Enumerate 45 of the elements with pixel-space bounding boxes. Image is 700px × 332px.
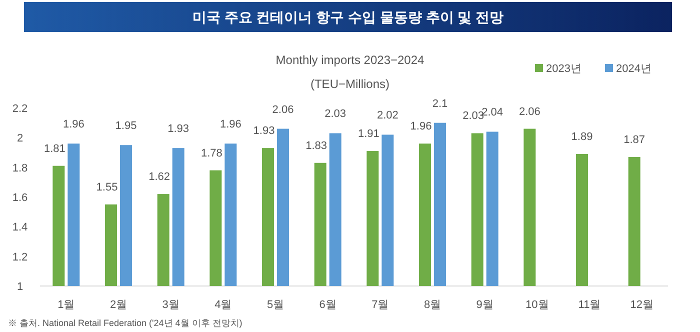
data-label: 1.83	[306, 140, 328, 152]
data-label: 2.02	[376, 110, 398, 122]
y-tick-label: 1.6	[12, 192, 28, 204]
chart-title: 미국 주요 컨테이너 항구 수입 물동량 추이 및 전망	[192, 9, 504, 25]
data-label: 2.1	[432, 98, 448, 110]
data-label: 1.78	[200, 147, 222, 160]
legend-label: 2023년	[546, 63, 582, 75]
y-axis-title: (TEU−Millions)	[310, 77, 390, 91]
data-label: 1.91	[358, 128, 380, 140]
y-tick-label: 1.2	[12, 251, 28, 264]
x-tick-label: 6월	[319, 299, 336, 311]
x-tick-label: 1월	[58, 299, 75, 311]
y-tick-label: 1.8	[12, 162, 28, 174]
data-label: 1.96	[62, 118, 84, 131]
x-tick-label: 7월	[372, 299, 389, 311]
data-label: 2.06	[272, 104, 294, 116]
y-tick-label: 2.2	[12, 103, 28, 115]
x-tick-label: 5월	[266, 299, 284, 311]
chart-subtitle: Monthly imports 2023−2024	[276, 53, 425, 67]
data-label: 2.06	[518, 106, 540, 118]
data-label: 1.95	[115, 120, 137, 132]
data-label: 1.93	[168, 123, 190, 136]
data-label: 1.96	[410, 120, 432, 133]
legend-label: 2024년	[616, 63, 652, 75]
data-label: 1.89	[571, 130, 593, 143]
x-tick-label: 3월	[162, 299, 180, 311]
data-label: 1.62	[148, 171, 170, 184]
data-label: 1.96	[220, 118, 242, 131]
data-label: 1.55	[96, 181, 118, 194]
x-tick-label: 10월	[526, 299, 549, 311]
x-tick-label: 8월	[424, 299, 442, 311]
y-tick-label: 1.4	[12, 222, 28, 234]
text: ※ 출처. National Retail Federation ('24년 4월 이후 전망치)	[8, 318, 242, 328]
x-tick-label: 12월	[630, 299, 654, 311]
y-tick-label: 1	[16, 281, 24, 293]
data-label: 2.03	[462, 110, 484, 122]
x-tick-label: 11월	[578, 299, 601, 311]
data-label: 1.87	[624, 134, 646, 146]
data-label: 1.93	[253, 125, 275, 138]
x-tick-label: 2월	[110, 299, 128, 311]
x-tick-label: 4월	[214, 299, 232, 311]
data-label: 2.03	[324, 108, 346, 120]
data-label: 1.81	[44, 142, 66, 155]
x-tick-label: 9월	[476, 299, 494, 311]
y-tick-label: 2	[16, 132, 24, 145]
